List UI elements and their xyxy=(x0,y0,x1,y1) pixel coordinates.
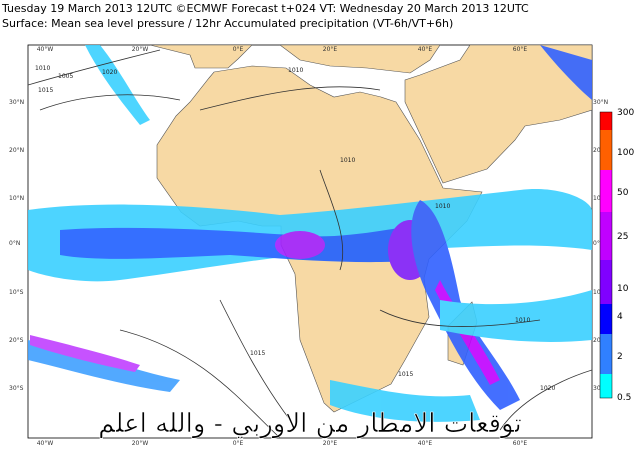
lon-label: 60°E xyxy=(513,440,528,447)
legend-label: 2 xyxy=(617,352,623,362)
legend-label: 4 xyxy=(617,312,623,322)
lat-label: 20°N xyxy=(9,147,24,154)
lon-label: 20°W xyxy=(132,46,149,53)
lon-label: 40°W xyxy=(37,440,54,447)
isobar-label: 1010 xyxy=(435,203,450,210)
legend-label: 10 xyxy=(617,284,629,294)
lat-label: 10°N xyxy=(9,195,24,202)
legend-label: 25 xyxy=(617,232,628,242)
legend-label: 0.5 xyxy=(617,393,631,403)
lon-label: 60°E xyxy=(513,46,528,53)
watermark: توقعات الامطار من الاوربي - والله اعلم xyxy=(98,409,521,439)
header-line: Tuesday 19 March 2013 12UTC ©ECMWF Forec… xyxy=(1,2,529,15)
map: 40°W 20°W 0°E 20°E 40°E 60°E 40°W 20°W 0°E 20°E 40… xyxy=(9,44,608,447)
lon-label: 0°E xyxy=(233,440,244,447)
lat-label: 0°N xyxy=(9,240,20,247)
isobar-label: 1015 xyxy=(398,371,413,378)
legend: 300 100 50 25 10 4 2 0.5 xyxy=(599,108,634,403)
isobar-label: 1005 xyxy=(58,73,73,80)
lat-label: 0°N xyxy=(593,240,604,247)
lon-label: 40°W xyxy=(37,46,54,53)
lon-label: 0°E xyxy=(233,46,244,53)
isobar-label: 1010 xyxy=(515,317,530,324)
lon-label: 20°E xyxy=(323,46,338,53)
precipitation xyxy=(28,45,592,422)
isobar-label: 1010 xyxy=(35,65,50,72)
lat-label: 10°S xyxy=(9,289,24,296)
isobars xyxy=(28,49,592,438)
lat-label: 30°N xyxy=(593,99,608,106)
isobar-label: 1010 xyxy=(288,67,303,74)
isobar-label: 1020 xyxy=(540,385,555,392)
lat-label: 30°S xyxy=(9,385,24,392)
lat-label: 30°N xyxy=(9,99,24,106)
lon-label: 20°W xyxy=(132,440,149,447)
isobar-label: 1020 xyxy=(102,69,117,76)
legend-label: 100 xyxy=(617,148,634,158)
legend-label: 50 xyxy=(617,188,629,198)
lon-label: 40°E xyxy=(418,440,433,447)
header-line: Surface: Mean sea level pressure / 12hr … xyxy=(2,17,453,30)
lat-label: 20°S xyxy=(9,337,24,344)
isobar-label: 1015 xyxy=(250,350,265,357)
lon-label: 20°E xyxy=(323,440,338,447)
isobar-label: 1015 xyxy=(38,87,53,94)
isobar-label: 1010 xyxy=(340,157,355,164)
lon-label: 40°E xyxy=(418,46,433,53)
legend-label: 300 xyxy=(617,108,634,118)
